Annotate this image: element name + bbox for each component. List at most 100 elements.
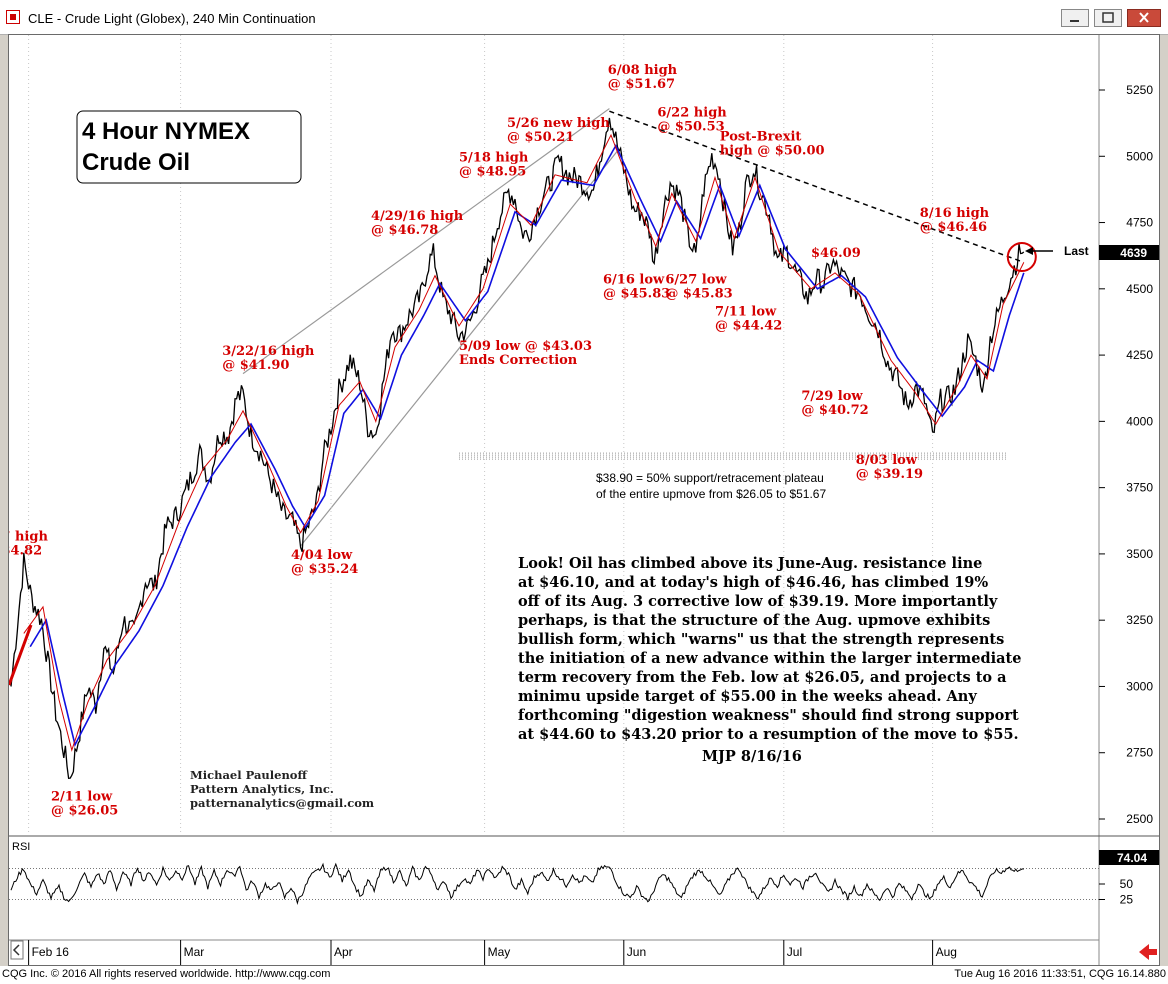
- chart-title-line2: Crude Oil: [82, 149, 190, 176]
- a-729-line0: 7/29 low: [801, 389, 863, 404]
- rsi-last-value: 74.04: [1117, 851, 1147, 865]
- rsi-last-box: [1099, 850, 1159, 865]
- a-brexit-line1: high @ $50.00: [720, 143, 825, 158]
- chart-canvas: 2500 2750 3000 3250 3500 3750 4000 4250 4500 4750…: [1, 35, 1159, 965]
- y-tick-label: 4250: [1126, 348, 1153, 362]
- x-tick-label: Jul: [787, 945, 802, 959]
- a-711-line0: 7/11 low: [715, 304, 777, 319]
- rsi-line: [10, 862, 1024, 905]
- a-616-line1: @ $45.83: [603, 287, 670, 302]
- commentary-line: bullish form, which "warns" us that the …: [518, 631, 1004, 648]
- rsi-tick-label: 50: [1120, 877, 1134, 891]
- a-729-line1: @ $40.72: [801, 403, 868, 418]
- channel-trendline-1: [300, 150, 618, 547]
- a-211-line0: 2/11 low: [51, 789, 113, 804]
- ma-fast-line: [23, 133, 1025, 752]
- y-tick-label: 5000: [1126, 149, 1153, 163]
- a-803-line0: 8/03 low: [856, 453, 918, 468]
- a-404-line1: @ $35.24: [291, 562, 358, 577]
- rsi-levels: [9, 868, 1099, 900]
- y-tick-label: 4750: [1126, 216, 1153, 230]
- a-429-line0: 4/29/16 high: [371, 209, 464, 224]
- y-tick-label: 2750: [1126, 746, 1153, 760]
- chart-window: 2500 2750 3000 3250 3500 3750 4000 4250 4500 4750…: [1, 34, 1160, 966]
- support-note-line1: $38.90 = 50% support/retracement plateau: [596, 471, 824, 485]
- a-feb-line1: 34.82: [9, 544, 42, 559]
- a-322-line1: @ $41.90: [222, 358, 289, 373]
- window-title: CLE - Crude Light (Globex), 240 Min Cont…: [28, 11, 316, 26]
- a-4609-line0: $46.09: [811, 246, 861, 261]
- y-tick-label: 4500: [1126, 282, 1153, 296]
- a-627-line1: @ $45.83: [665, 287, 732, 302]
- a-627-line0: 6/27 low: [665, 273, 727, 288]
- last-label: Last: [1064, 244, 1089, 258]
- chart-title-line1: 4 Hour NYMEX: [82, 118, 250, 145]
- a-803-line1: @ $39.19: [856, 467, 923, 482]
- signature-email: patternanalytics@gmail.com: [190, 796, 374, 810]
- a-429-line1: @ $46.78: [371, 223, 438, 238]
- a-526-line1: @ $50.21: [507, 130, 574, 145]
- a-816-line1: @ $46.46: [920, 220, 987, 235]
- footer-timestamp: Tue Aug 16 2016 11:33:51, CQG 16.14.880: [954, 968, 1166, 980]
- y-tick-label: 4000: [1126, 414, 1153, 428]
- signature: Michael Paulenoff Pattern Analytics, Inc…: [190, 768, 374, 810]
- commentary-line: off of its Aug. 3 corrective low of $39.…: [518, 593, 998, 610]
- support-note: $38.90 = 50% support/retracement plateau…: [596, 471, 826, 501]
- x-tick-label: Apr: [334, 945, 353, 959]
- a-404-line0: 4/04 low: [291, 548, 353, 563]
- a-616-line0: 6/16 low: [603, 273, 665, 288]
- commentary-line: at $46.10, and at today's high of $46.46…: [518, 574, 988, 591]
- a-526-line0: 5/26 new high: [507, 116, 610, 131]
- scroll-left-arrow[interactable]: [10, 940, 24, 960]
- rsi-tick-label: 25: [1120, 893, 1134, 907]
- a-622-line0: 6/22 high: [657, 106, 727, 121]
- footer-copyright: CQG Inc. © 2016 All rights reserved worl…: [2, 968, 331, 980]
- a-711-line1: @ $44.42: [715, 318, 782, 333]
- a-518-line0: 5/18 high: [459, 151, 529, 166]
- commentary-line: forthcoming "digestion weakness" should …: [518, 707, 1019, 724]
- signature-company: Pattern Analytics, Inc.: [190, 782, 334, 796]
- close-button[interactable]: [1127, 9, 1161, 27]
- ma-slow-line: [29, 143, 1025, 748]
- left-arrow-icon: [12, 944, 20, 956]
- maximize-button[interactable]: [1094, 9, 1122, 27]
- x-tick-label: Mar: [184, 945, 205, 959]
- commentary-line: minimu upside target of $55.00 in the we…: [518, 688, 977, 705]
- window-title-bar: CLE - Crude Light (Globex), 240 Min Cont…: [0, 0, 1168, 35]
- signature-name: Michael Paulenoff: [190, 768, 308, 782]
- x-tick-label: May: [488, 945, 511, 959]
- channel-trendline-0: [242, 108, 610, 375]
- y-tick-label: 3750: [1126, 481, 1153, 495]
- last-value-box: [1099, 245, 1159, 260]
- a-816-line0: 8/16 high: [920, 206, 990, 221]
- status-footer: CQG Inc. © 2016 All rights reserved worl…: [0, 966, 1168, 984]
- minimize-button[interactable]: [1061, 9, 1089, 27]
- y-tick-label: 3000: [1126, 679, 1153, 693]
- x-tick-label: Aug: [936, 945, 957, 959]
- commentary: Look! Oil has climbed above its June-Aug…: [518, 555, 1021, 743]
- a-518-line1: @ $48.95: [459, 165, 526, 180]
- last-price-marker: Last 4639: [1025, 244, 1159, 260]
- a-211-line1: @ $26.05: [51, 803, 118, 818]
- commentary-line: the initiation of a new advance within t…: [518, 650, 1021, 667]
- support-band: [459, 452, 1007, 460]
- commentary-line: Look! Oil has climbed above its June-Aug…: [518, 555, 982, 572]
- scroll-right-red-arrow-icon[interactable]: [1139, 944, 1157, 960]
- y-tick-label: 5250: [1126, 83, 1153, 97]
- app-icon: [6, 10, 20, 24]
- aug16-high-circle: [1006, 242, 1037, 273]
- a-brexit-line0: Post-Brexit: [720, 129, 802, 144]
- annotations: 7 high34.822/11 low@ $26.053/22/16 high@…: [1, 63, 990, 818]
- rsi-label: RSI: [12, 841, 30, 853]
- y-axis-ticks: 2500 2750 3000 3250 3500 3750 4000 4250 4500 4750…: [1099, 83, 1153, 826]
- commentary-line: perhaps, is that the structure of the Au…: [518, 612, 990, 629]
- a-509-line1: Ends Correction: [459, 353, 578, 368]
- x-tick-label: Jun: [627, 945, 646, 959]
- last-value: 4639: [1120, 246, 1147, 260]
- a-322-line0: 3/22/16 high: [222, 344, 315, 359]
- a-608-line0: 6/08 high: [608, 63, 678, 78]
- x-tick-label: Feb 16: [32, 945, 70, 959]
- trendlines: [242, 108, 1025, 547]
